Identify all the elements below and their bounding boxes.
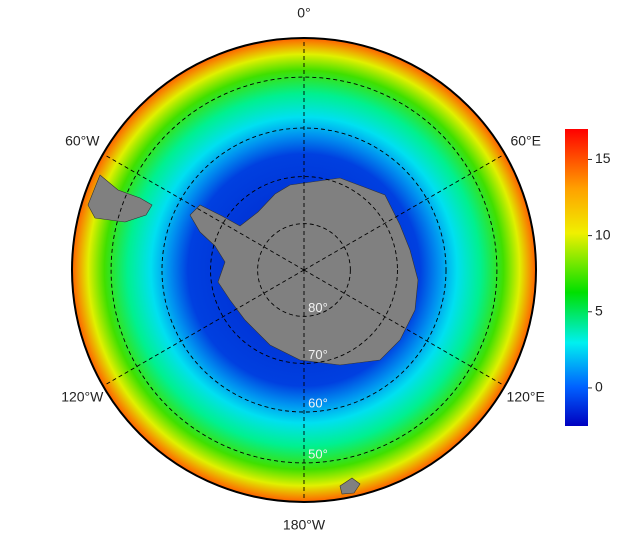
colorbar-tick-label: 10	[595, 226, 611, 242]
meridian	[102, 269, 305, 387]
meridian-label: 0°	[297, 5, 310, 21]
meridian-label: 180°W	[283, 517, 326, 533]
parallel	[210, 176, 398, 364]
colorbar	[565, 129, 588, 426]
meridian	[303, 269, 506, 387]
parallel-label: 60°	[308, 395, 328, 410]
meridian-label: 60°W	[65, 133, 100, 149]
meridian	[303, 153, 506, 271]
parallel-label: 70°	[308, 347, 328, 362]
meridian-label: 120°E	[507, 389, 545, 405]
island	[339, 477, 361, 495]
colorbar-tick-label: 0	[595, 379, 603, 395]
meridian-label: 60°E	[510, 133, 541, 149]
colorbar-tick-label: 5	[595, 302, 603, 318]
parallel	[257, 223, 351, 317]
meridian-label: 120°W	[61, 389, 104, 405]
colorbar-tick-label: 15	[595, 150, 611, 166]
parallel-label: 50°	[308, 446, 328, 461]
map-border	[71, 37, 537, 503]
south-america-tip	[87, 174, 153, 223]
parallel-label: 80°	[308, 300, 328, 315]
meridian	[102, 153, 305, 271]
